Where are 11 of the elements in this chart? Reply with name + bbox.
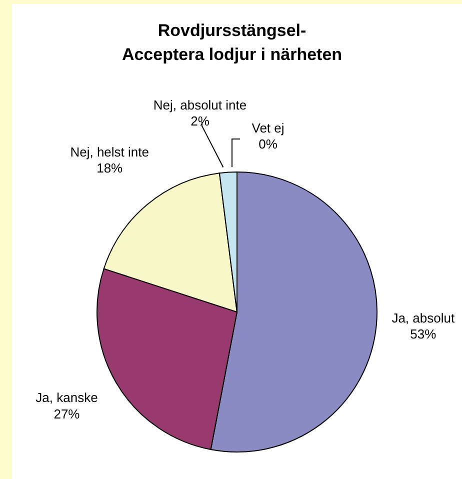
data-label: 27% <box>54 406 80 422</box>
slice-label: Nej, helst inte <box>70 144 149 160</box>
category-label: Vet ej <box>252 120 284 136</box>
chart-title: Rovdjursstängsel- Acceptera lodjur i närheten <box>122 21 342 64</box>
text: 0% <box>258 136 278 152</box>
data-label: 2% <box>190 114 210 129</box>
data-label: 18% <box>96 160 124 176</box>
slice-label: Nej, absolut inte <box>153 97 247 112</box>
slice-label: Ja, absolut <box>392 310 455 326</box>
slice-label: Ja, kanske <box>36 390 98 406</box>
data-label: 53% <box>410 326 437 342</box>
